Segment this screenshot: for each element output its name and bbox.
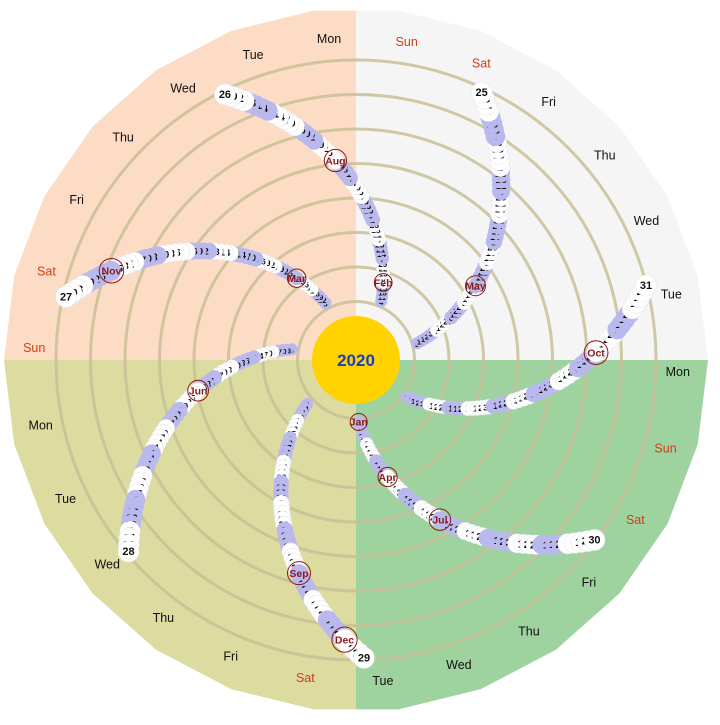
weekday-label: Wed <box>94 557 120 571</box>
svg-text:27: 27 <box>60 291 72 303</box>
weekday-label: Thu <box>153 611 175 625</box>
day-marker: 27 <box>55 286 77 308</box>
svg-text:25: 25 <box>476 87 488 99</box>
month-markers: Jan Feb Mar Apr May Jun Jul Aug Sep Oct Nov Dec <box>98 148 609 653</box>
weekday-label: Mon <box>666 365 690 379</box>
svg-text:29: 29 <box>358 653 370 665</box>
weekday-label: Tue <box>243 48 264 62</box>
svg-text:28: 28 <box>122 546 134 558</box>
day-markers: 1234567891011121314151617181920212223242… <box>55 81 657 669</box>
month-marker: Dec <box>331 626 358 653</box>
weekday-label: Wed <box>446 658 472 672</box>
weekday-label: Thu <box>518 625 540 639</box>
svg-text:Jul: Jul <box>432 514 447 526</box>
weekday-label: Mon <box>317 32 341 46</box>
month-marker: Jun <box>187 379 209 402</box>
weekday-label: Fri <box>582 575 597 589</box>
svg-text:Feb: Feb <box>374 277 393 289</box>
year-circle <box>312 316 400 404</box>
weekday-label: Sat <box>37 264 56 278</box>
week-ring <box>89 93 623 627</box>
weekday-label: Fri <box>69 193 84 207</box>
weekday-label: Sat <box>472 56 491 70</box>
weekday-label: Thu <box>112 131 134 145</box>
weekday-label: Wed <box>634 214 660 228</box>
quadrant-q4 <box>356 10 708 360</box>
weekday-label: Tue <box>372 674 393 688</box>
day-marker: 30 <box>583 529 606 551</box>
svg-text:Dec: Dec <box>335 634 354 646</box>
week-ring <box>158 162 554 558</box>
year-label: 2020 <box>337 351 375 370</box>
svg-text:Apr: Apr <box>379 472 397 484</box>
svg-text:Jan: Jan <box>350 417 368 429</box>
month-marker: Sep <box>287 561 312 586</box>
month-marker: May <box>465 275 486 297</box>
weekday-label: Thu <box>594 149 616 163</box>
svg-text:31: 31 <box>640 280 652 292</box>
week-ring <box>227 231 485 489</box>
weekday-label: Sun <box>396 35 418 49</box>
month-marker: Oct <box>583 340 609 365</box>
day-marker: 29 <box>353 647 375 669</box>
month-marker: Aug <box>323 148 348 173</box>
weekday-label: Wed <box>170 81 196 95</box>
weekday-labels: Tue Wed Thu Fri Sat Sun Mon Tue Wed Thu Fri Sat Sun M… <box>23 32 690 688</box>
weekday-label: Sat <box>296 671 315 685</box>
weekday-label: Mon <box>29 418 53 432</box>
day-marker: 26 <box>214 83 236 106</box>
month-marker: Jan <box>350 412 368 431</box>
month-marker: Jul <box>428 508 452 531</box>
weekday-label: Tue <box>661 288 682 302</box>
month-marker: Nov <box>98 257 125 284</box>
svg-text:Nov: Nov <box>102 266 122 278</box>
svg-text:Aug: Aug <box>325 155 345 167</box>
day-marker: 28 <box>117 540 140 563</box>
month-marker: Feb <box>373 273 393 292</box>
svg-text:Sep: Sep <box>289 568 308 580</box>
day-marker: 31 <box>635 274 657 297</box>
weekday-label: Fri <box>223 650 238 664</box>
svg-text:Oct: Oct <box>587 347 605 359</box>
svg-text:26: 26 <box>219 89 231 101</box>
month-marker: Mar <box>286 268 307 288</box>
svg-text:30: 30 <box>588 535 600 547</box>
weekday-label: Sat <box>626 513 645 527</box>
quadrant-q3 <box>4 10 356 360</box>
month-marker: Apr <box>377 466 398 488</box>
svg-text:May: May <box>465 281 486 293</box>
weekday-label: Tue <box>55 492 76 506</box>
weekday-label: Sun <box>23 341 45 355</box>
weekday-label: Sun <box>654 442 676 456</box>
svg-text:Jun: Jun <box>189 385 208 397</box>
svg-text:Mar: Mar <box>287 273 306 285</box>
year-center: 2020 <box>312 316 400 404</box>
weekday-label: Fri <box>541 95 556 109</box>
day-marker: 25 <box>470 81 493 104</box>
